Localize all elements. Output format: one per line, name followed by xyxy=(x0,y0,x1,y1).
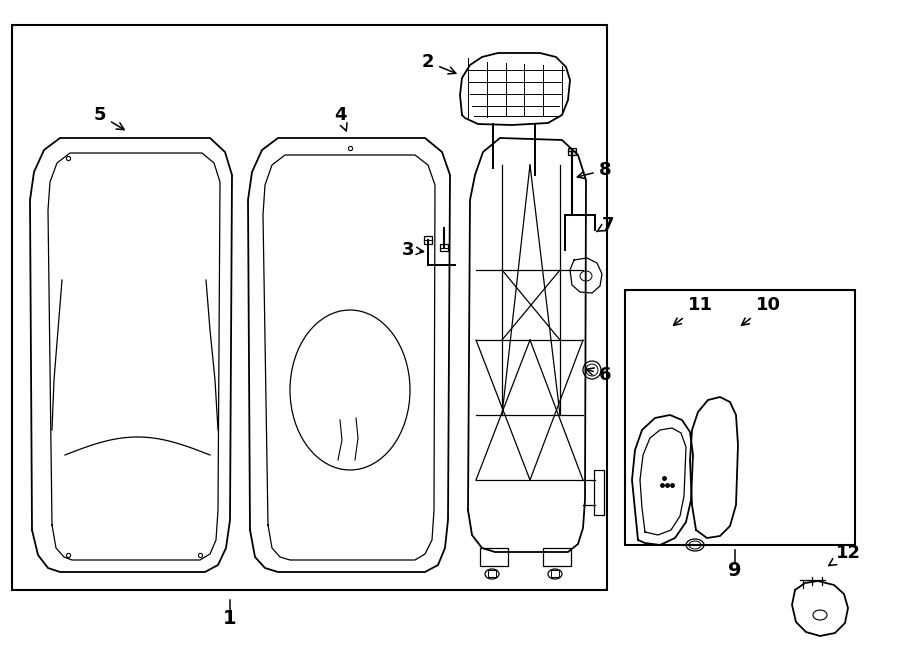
Bar xyxy=(488,570,496,577)
Bar xyxy=(543,548,571,566)
Text: 8: 8 xyxy=(577,161,611,179)
Bar xyxy=(424,236,432,244)
Text: 4: 4 xyxy=(334,106,347,131)
Text: 3: 3 xyxy=(401,241,424,259)
Bar xyxy=(480,548,508,566)
Text: 9: 9 xyxy=(728,561,742,579)
Bar xyxy=(12,25,607,590)
Bar xyxy=(594,470,604,515)
Text: 5: 5 xyxy=(94,106,124,130)
Text: 2: 2 xyxy=(422,53,455,74)
Bar xyxy=(440,244,448,251)
Text: 12: 12 xyxy=(829,544,860,565)
Text: 1: 1 xyxy=(223,608,237,628)
Bar xyxy=(551,570,559,577)
Bar xyxy=(625,290,855,545)
Bar xyxy=(568,148,576,155)
Text: 10: 10 xyxy=(742,296,780,325)
Text: 6: 6 xyxy=(586,366,611,384)
Text: 11: 11 xyxy=(673,296,713,325)
Text: 7: 7 xyxy=(597,216,614,234)
